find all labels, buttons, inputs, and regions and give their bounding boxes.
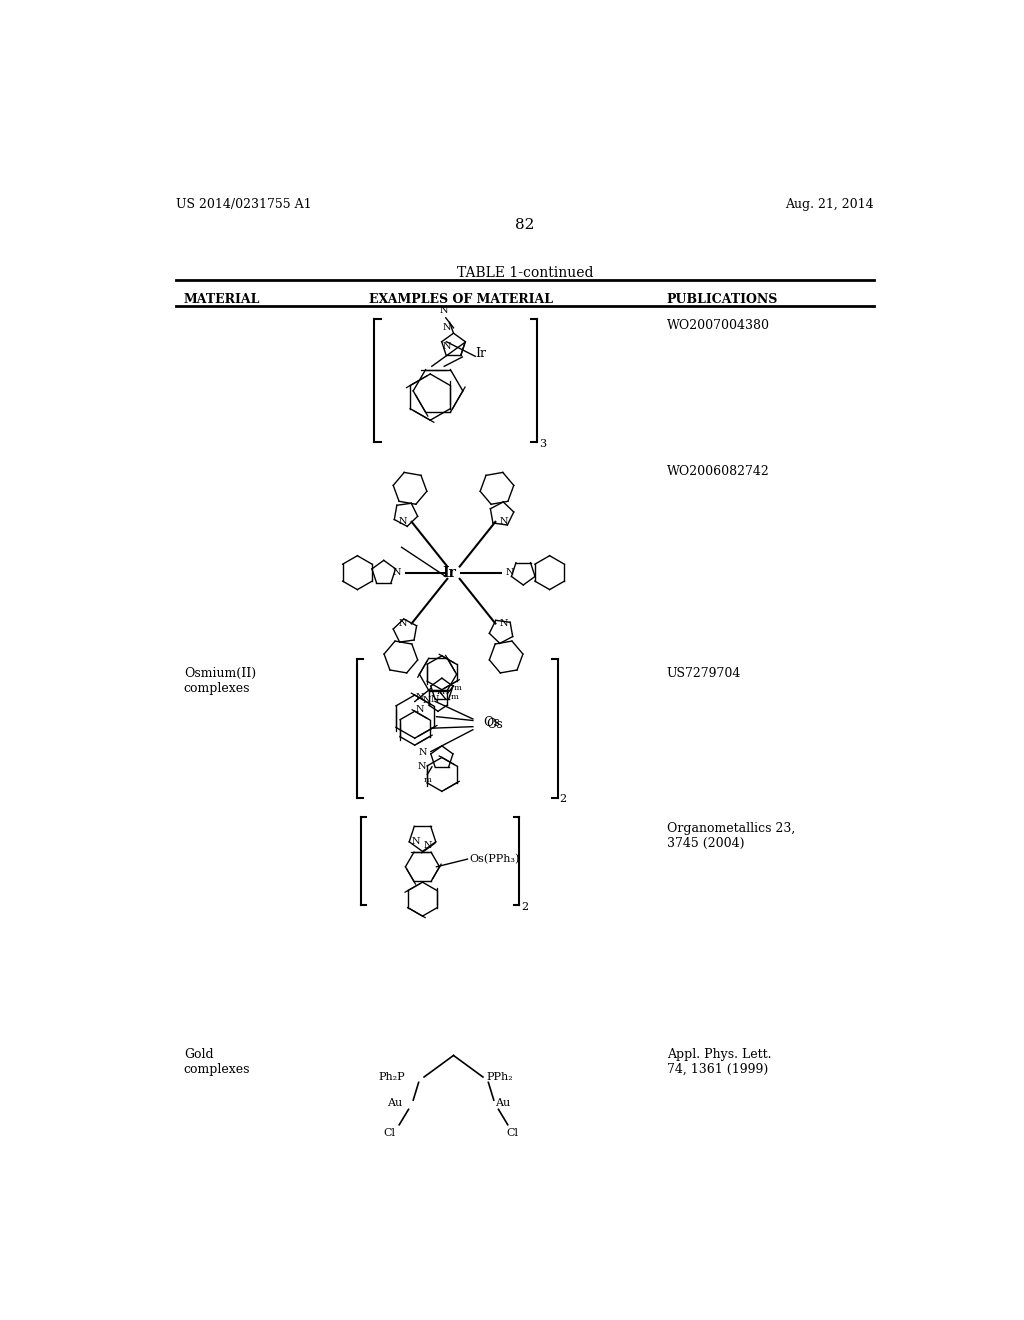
Text: Os: Os (483, 717, 500, 730)
Text: PPh₂: PPh₂ (486, 1072, 513, 1082)
Text: N: N (416, 693, 424, 702)
Text: N: N (416, 705, 424, 714)
Text: Cl: Cl (506, 1127, 518, 1138)
Text: Ph₂P: Ph₂P (379, 1072, 406, 1082)
Text: N: N (393, 568, 401, 577)
Text: N: N (417, 763, 426, 771)
Text: m: m (424, 776, 432, 784)
Text: N: N (423, 696, 431, 705)
Text: m: m (454, 684, 462, 692)
Text: WO2006082742: WO2006082742 (667, 465, 769, 478)
Text: Os(PPh₃): Os(PPh₃) (469, 854, 519, 865)
Text: N: N (500, 619, 509, 628)
Text: Ir: Ir (475, 347, 486, 360)
Text: 2: 2 (560, 795, 567, 804)
Text: N: N (442, 342, 451, 351)
Text: PUBLICATIONS: PUBLICATIONS (667, 293, 778, 306)
Text: Gold
complexes: Gold complexes (183, 1048, 250, 1076)
Text: Organometallics 23,
3745 (2004): Organometallics 23, 3745 (2004) (667, 822, 795, 850)
Text: N: N (506, 568, 514, 577)
Text: N: N (412, 837, 420, 846)
Text: Au: Au (387, 1098, 402, 1109)
Text: Appl. Phys. Lett.
74, 1361 (1999): Appl. Phys. Lett. 74, 1361 (1999) (667, 1048, 771, 1076)
Text: N: N (439, 306, 447, 315)
Text: 82: 82 (515, 218, 535, 232)
Text: Osmium(II)
complexes: Osmium(II) complexes (183, 667, 256, 694)
Text: Cl: Cl (383, 1127, 395, 1138)
Text: N: N (442, 323, 452, 333)
Text: US 2014/0231755 A1: US 2014/0231755 A1 (176, 198, 311, 211)
Text: MATERIAL: MATERIAL (183, 293, 260, 306)
Text: N: N (419, 748, 427, 756)
Text: 2: 2 (521, 903, 528, 912)
Text: WO2007004380: WO2007004380 (667, 318, 770, 331)
Text: TABLE 1-continued: TABLE 1-continued (457, 267, 593, 280)
Text: m: m (451, 693, 459, 701)
Text: m: m (436, 688, 444, 696)
Text: 3: 3 (539, 438, 546, 449)
Text: Ir: Ir (442, 566, 457, 579)
Text: N: N (500, 517, 509, 527)
Text: N: N (431, 694, 439, 704)
Text: EXAMPLES OF MATERIAL: EXAMPLES OF MATERIAL (370, 293, 553, 306)
Text: N: N (398, 517, 407, 527)
Text: N: N (424, 841, 432, 850)
Text: Os: Os (486, 718, 503, 731)
Text: Aug. 21, 2014: Aug. 21, 2014 (785, 198, 873, 211)
Text: Au: Au (496, 1098, 511, 1109)
Text: US7279704: US7279704 (667, 667, 741, 680)
Text: N: N (398, 619, 407, 628)
